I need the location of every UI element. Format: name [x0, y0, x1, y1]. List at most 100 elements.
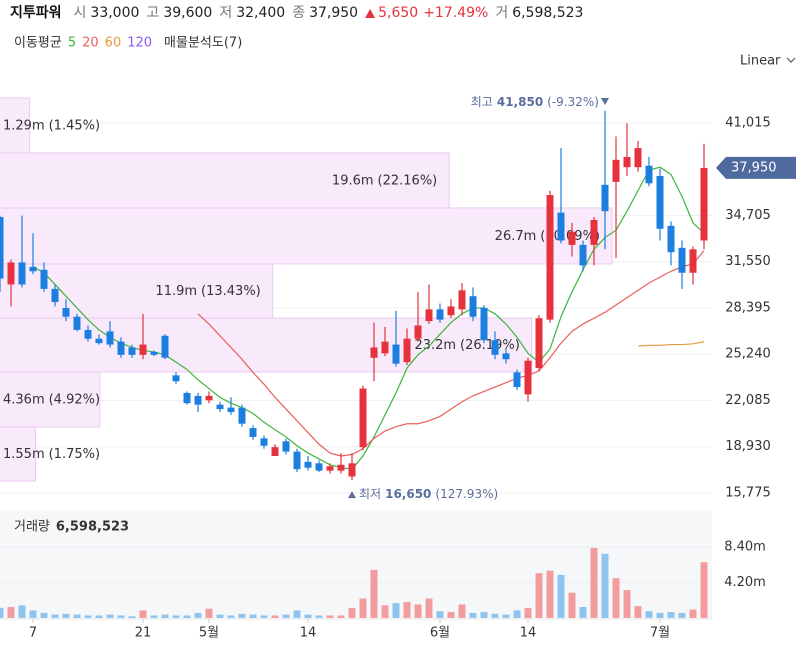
volume-profile-label: 1.55m (1.75%): [3, 447, 100, 462]
candle-body: [612, 159, 620, 182]
y-tick-label: 41,015: [725, 115, 771, 130]
candle-body: [700, 167, 708, 241]
y-tick-label: 18,930: [725, 439, 771, 454]
volume-bar: [557, 574, 565, 618]
volume-bar: [293, 610, 301, 618]
volume-bar: [370, 569, 378, 618]
volume-bar: [535, 573, 543, 618]
volume-bar: [601, 553, 609, 618]
volume-profile-bar: [0, 152, 450, 209]
last-price-label: 37,950: [731, 160, 777, 175]
volume-bar: [348, 607, 356, 618]
volume-bar: [51, 614, 59, 618]
candle-body: [205, 395, 213, 401]
x-tick-label: 6월: [430, 626, 450, 641]
candle-body: [7, 262, 15, 285]
annotation-label: 최저: [359, 487, 381, 501]
candle-body: [348, 463, 356, 477]
candle-body: [128, 347, 136, 355]
volume-bar: [524, 607, 532, 618]
y-tick-label: 28,395: [725, 300, 771, 315]
candle-body: [183, 392, 191, 404]
volume-bar: [73, 614, 81, 618]
annotation-label: 최고: [471, 95, 493, 109]
moving-average-line: [637, 341, 705, 347]
scale-menu[interactable]: Linear: [740, 54, 796, 69]
volume-bar: [260, 615, 268, 618]
chevron: [786, 57, 796, 63]
volume-profile-bar: [0, 97, 31, 154]
candle-body: [535, 318, 543, 369]
volume-bar: [546, 570, 554, 618]
candle-body: [95, 338, 103, 344]
volume-bar: [62, 613, 70, 618]
candle-body: [0, 217, 4, 279]
candle-body: [656, 175, 664, 229]
candle-body: [447, 306, 455, 316]
profile-share: (26.19%): [460, 338, 520, 353]
volume-profile-bar: [0, 207, 613, 265]
candle-body: [18, 262, 26, 285]
scale-menu-label[interactable]: Linear: [740, 54, 781, 69]
candle-body: [260, 438, 268, 446]
volume-bar: [392, 603, 400, 618]
field-label: 고: [146, 5, 159, 21]
candle-body: [150, 351, 158, 355]
volume-bar: [634, 606, 642, 618]
candle-body: [491, 340, 499, 355]
low-marker: [348, 491, 356, 499]
volume-bar: [271, 615, 279, 618]
high-annotation: 최고 41,850 (-9.32%): [471, 95, 599, 109]
volume-bar: [205, 608, 213, 618]
volume-bar: [436, 611, 444, 618]
profile-volume: 11.9m: [155, 283, 197, 298]
candle-body: [392, 344, 400, 364]
candle-body: [623, 156, 631, 168]
moving-average-line: [197, 250, 705, 457]
candle-body: [84, 329, 92, 339]
volume-profile-bar: [0, 317, 533, 373]
volume-profile-bar: [0, 371, 101, 428]
candle-body: [293, 451, 301, 470]
candle-body: [227, 407, 235, 413]
candle-body: [238, 407, 246, 424]
candle-body: [678, 247, 686, 273]
candle-body: [172, 375, 180, 382]
y-tick-label: 31,550: [725, 254, 771, 269]
candle-body: [634, 148, 642, 168]
volume-bar: [7, 607, 15, 618]
y-tick-label: 25,240: [725, 347, 771, 362]
field-label: 저: [219, 5, 232, 21]
volume-bar: [315, 615, 323, 618]
volume-title: 거래량: [14, 520, 50, 535]
profile-volume: 19.6m: [332, 173, 374, 188]
candle-body: [568, 231, 576, 245]
change: 5,650: [378, 5, 418, 21]
candle-body: [667, 225, 675, 253]
volume-bar: [491, 613, 499, 618]
volume-bar: [40, 612, 48, 618]
annotation-value_label: 41,850: [497, 95, 543, 109]
volume-bar: [458, 604, 466, 618]
volume-bar: [84, 615, 92, 618]
volume-profile-label: 1.29m (1.45%): [3, 118, 100, 133]
volume-tick-label: 8.40m: [724, 540, 766, 555]
annotation-change: (-9.32%): [547, 95, 599, 109]
candle-body: [337, 464, 345, 471]
volume-latest: 6,598,523: [56, 520, 129, 535]
volume-profile-label: 4.36m (4.92%): [3, 392, 100, 407]
profile-share: (22.16%): [378, 173, 438, 188]
x-tick-label: 14: [520, 626, 537, 641]
volume-profile-label: 19.6m (22.16%): [332, 173, 437, 188]
candle-body: [359, 388, 367, 448]
volume-bar: [502, 614, 510, 618]
annotation-change: (127.93%): [435, 487, 498, 501]
volume-bar: [150, 615, 158, 618]
candle-body: [513, 372, 521, 388]
field-value: 39,600: [163, 5, 212, 21]
candle-body: [40, 269, 48, 289]
candle-body: [645, 165, 653, 184]
volume-bar: [469, 612, 477, 618]
volume-profile-bar: [0, 426, 37, 482]
volume-bar: [579, 607, 587, 618]
